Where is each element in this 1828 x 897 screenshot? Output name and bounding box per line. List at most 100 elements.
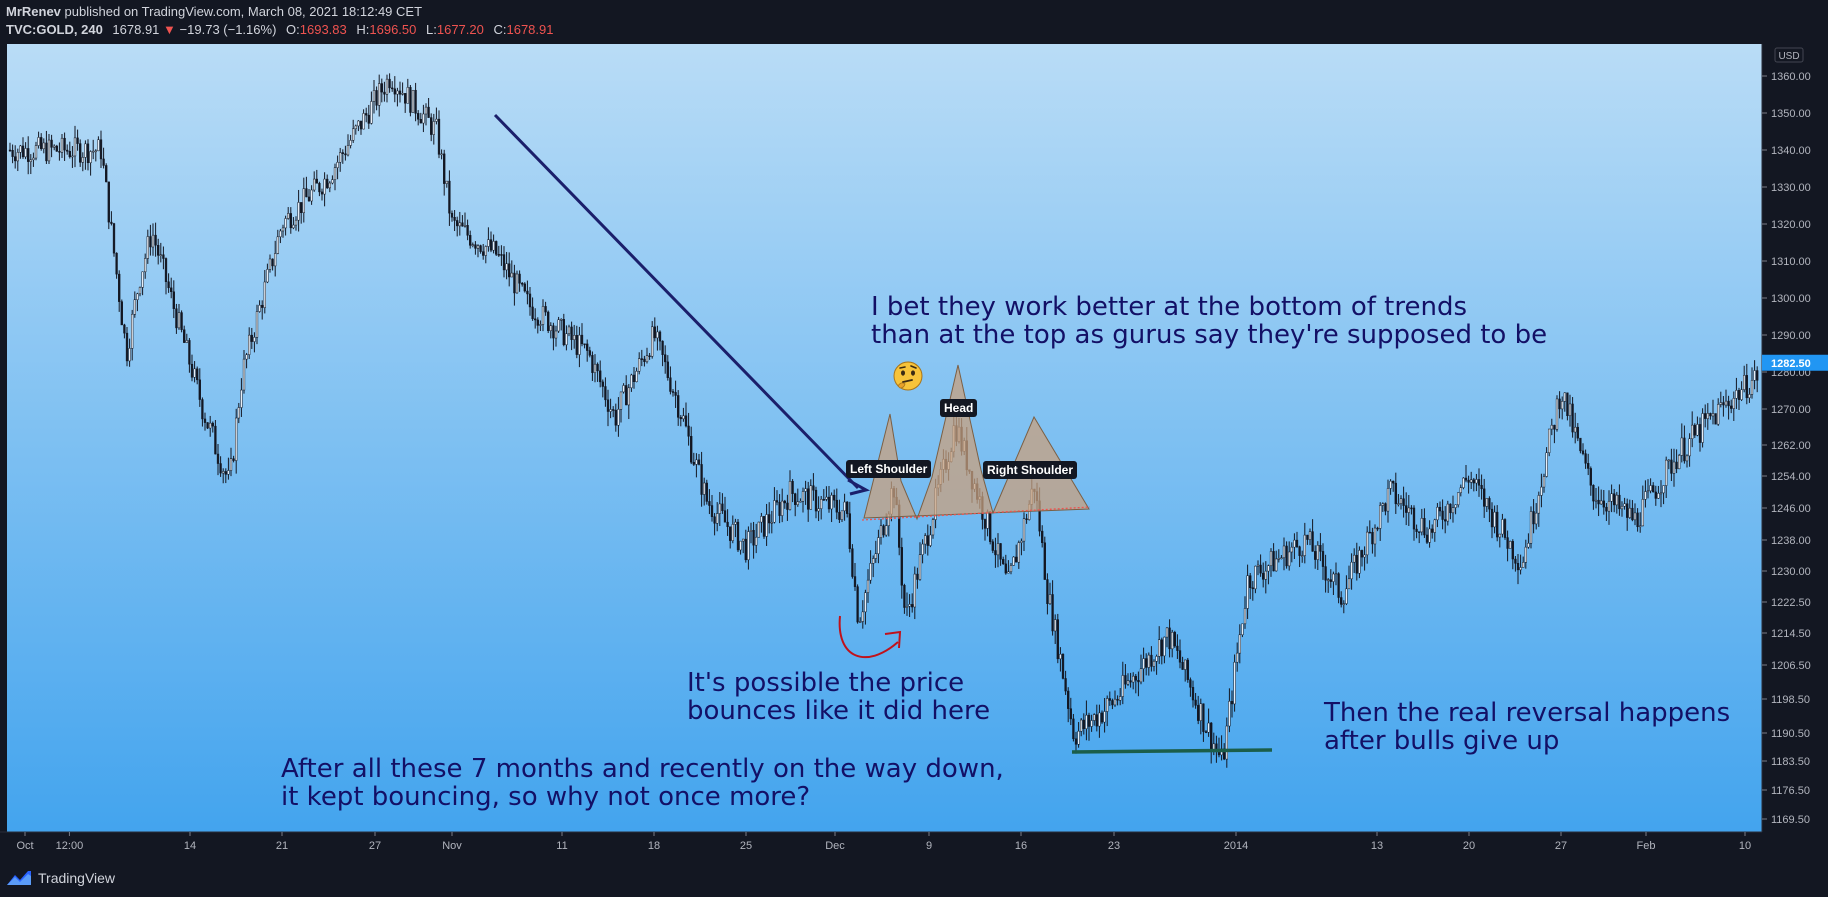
price-tick-label: 1176.50 bbox=[1771, 785, 1810, 797]
candle-body bbox=[788, 481, 792, 510]
candle-body bbox=[383, 91, 386, 95]
candle-body bbox=[437, 118, 441, 155]
candle-body bbox=[604, 386, 607, 401]
candle-body bbox=[653, 326, 656, 339]
candle-body bbox=[190, 363, 194, 378]
candle-body bbox=[905, 606, 909, 608]
candle-body bbox=[266, 269, 269, 283]
candle-body bbox=[1132, 675, 1135, 683]
candle-body bbox=[1581, 450, 1585, 454]
candle-body bbox=[479, 245, 482, 252]
candle-body bbox=[586, 343, 589, 351]
candle-body bbox=[1704, 413, 1707, 419]
candle-body bbox=[123, 324, 126, 334]
candle-body bbox=[1431, 528, 1434, 533]
candle-body bbox=[1355, 554, 1358, 574]
candle-body bbox=[1693, 424, 1696, 436]
candle-body bbox=[203, 418, 207, 423]
candle-body bbox=[1163, 636, 1166, 657]
candle-body bbox=[801, 491, 805, 502]
candle-body bbox=[1189, 679, 1192, 688]
candle-body bbox=[398, 90, 402, 95]
candle-body bbox=[206, 422, 209, 429]
candle-body bbox=[502, 254, 506, 271]
candle-body bbox=[1540, 486, 1543, 496]
annotation-bet[interactable]: I bet they work better at the bottom of … bbox=[871, 293, 1547, 349]
candle-body bbox=[599, 370, 602, 383]
candle-body bbox=[427, 106, 430, 118]
annotation-months[interactable]: After all these 7 months and recently on… bbox=[281, 755, 1004, 811]
price-change: −19.73 (−1.16%) bbox=[179, 22, 277, 37]
time-tick-label: 25 bbox=[740, 840, 752, 852]
candle-body bbox=[435, 118, 438, 122]
annotation-reversal-line1: Then the real reversal happens bbox=[1324, 698, 1731, 728]
candle-body bbox=[1145, 658, 1148, 668]
candle-body bbox=[1158, 639, 1161, 657]
candle-body bbox=[1574, 426, 1577, 433]
candle-body bbox=[1519, 567, 1522, 571]
candle-body bbox=[404, 93, 407, 104]
candle-body bbox=[1264, 570, 1267, 580]
candle-body bbox=[1717, 404, 1720, 425]
candle-body bbox=[40, 137, 43, 150]
tradingview-brand[interactable]: TradingView bbox=[6, 868, 115, 888]
candle-body bbox=[643, 358, 646, 362]
symbol-name[interactable]: TVC:GOLD, 240 bbox=[6, 22, 103, 37]
open-value: 1693.83 bbox=[299, 22, 347, 37]
candle-body bbox=[378, 83, 381, 106]
time-axis[interactable]: Oct 12:00 14 21 27 Nov 11 18 25 Dec 9 16 23 2014 13 20 2… bbox=[0, 831, 1828, 858]
price-tick-label: 1169.50 bbox=[1771, 814, 1810, 826]
candle-body bbox=[1072, 718, 1075, 740]
author-name[interactable]: MrRenev bbox=[6, 4, 61, 19]
candle-body bbox=[913, 573, 916, 608]
low-value: 1677.20 bbox=[436, 22, 484, 37]
price-tick-label: 1340.00 bbox=[1771, 145, 1811, 157]
label-right-shoulder[interactable]: Right Shoulder bbox=[983, 461, 1077, 479]
candle-body bbox=[8, 149, 12, 152]
price-axis[interactable]: USD 1360.00 1350.00 1340.00 1330.00 1320.00 13… bbox=[1761, 44, 1828, 832]
candle-body bbox=[523, 283, 526, 292]
candle-body bbox=[154, 234, 157, 246]
candle-body bbox=[1436, 506, 1439, 521]
annotation-bounce-line1: It's possible the price bbox=[687, 668, 965, 698]
candle-body bbox=[237, 407, 240, 419]
candle-body bbox=[1418, 531, 1421, 533]
candle-body bbox=[94, 150, 97, 153]
candle-body bbox=[1501, 519, 1504, 535]
annotation-bounce[interactable]: It's possible the price bounces like it … bbox=[687, 669, 990, 725]
candle-body bbox=[1254, 565, 1257, 590]
candle-body bbox=[1116, 698, 1119, 701]
candle-body bbox=[11, 149, 14, 157]
candle-body bbox=[1366, 531, 1369, 556]
candle-body bbox=[1745, 375, 1748, 399]
candle-body bbox=[838, 511, 841, 520]
candle-body bbox=[253, 337, 256, 342]
candle-body bbox=[393, 88, 396, 95]
candle-body bbox=[687, 425, 690, 437]
candle-body bbox=[1423, 518, 1426, 536]
candle-body bbox=[222, 471, 225, 474]
candle-body bbox=[1171, 632, 1174, 650]
publish-date: published on TradingView.com, March 08, … bbox=[64, 4, 423, 19]
candle-body bbox=[781, 500, 784, 516]
candle-body bbox=[565, 333, 568, 346]
candle-body bbox=[1441, 510, 1444, 520]
label-left-shoulder[interactable]: Left Shoulder bbox=[846, 460, 932, 478]
candle-body bbox=[812, 485, 815, 491]
label-head[interactable]: Head bbox=[940, 399, 978, 417]
candle-body bbox=[768, 514, 771, 524]
price-tick-label: 1320.00 bbox=[1771, 219, 1811, 231]
candle-body bbox=[1067, 690, 1070, 709]
candle-body bbox=[1550, 424, 1553, 430]
candle-body bbox=[1353, 554, 1356, 563]
price-tick-label: 1300.00 bbox=[1771, 293, 1811, 305]
candle-body bbox=[1113, 698, 1117, 706]
candle-body bbox=[609, 409, 612, 412]
candle-body bbox=[827, 496, 831, 510]
time-tick-label: Feb bbox=[1637, 840, 1656, 852]
price-chart[interactable]: Oct 12:00 14 21 27 Nov 11 18 25 Dec 9 16 23 2014 13 20 2… bbox=[0, 44, 1828, 858]
candle-body bbox=[242, 358, 246, 391]
annotation-reversal[interactable]: Then the real reversal happens after bul… bbox=[1324, 699, 1730, 755]
candle-body bbox=[1639, 525, 1642, 528]
candle-body bbox=[484, 246, 487, 256]
